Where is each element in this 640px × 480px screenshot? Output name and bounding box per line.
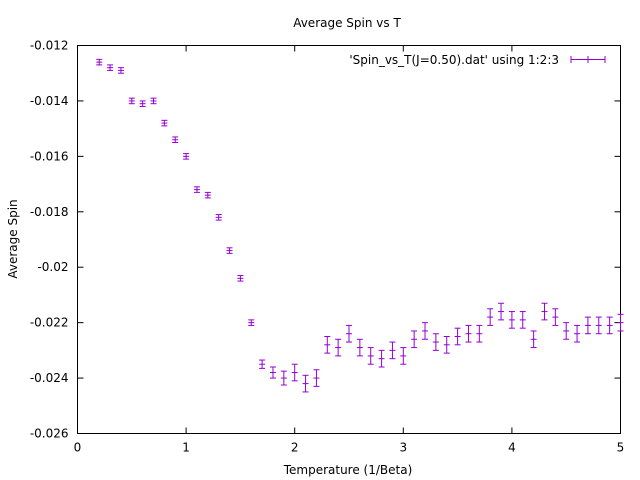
data-point	[367, 347, 374, 365]
data-point	[389, 341, 396, 360]
plot-frame	[77, 45, 621, 434]
x-tick-label: 5	[617, 441, 625, 455]
data-point	[96, 58, 103, 66]
data-point	[617, 313, 624, 332]
legend-label: 'Spin_vs_T(J=0.50).dat' using 1:2:3	[349, 53, 559, 67]
chart-title: Average Spin vs T	[293, 16, 401, 30]
legend: 'Spin_vs_T(J=0.50).dat' using 1:2:3	[349, 53, 606, 67]
data-point	[422, 322, 429, 340]
data-point	[606, 316, 613, 335]
y-tick-label: -0.014	[30, 94, 69, 108]
data-point	[454, 327, 461, 346]
x-tick-label: 4	[508, 441, 516, 455]
legend-key	[570, 56, 606, 63]
x-tick-label: 2	[291, 441, 299, 455]
data-point	[584, 316, 591, 335]
data-point	[324, 336, 331, 354]
data-point	[248, 319, 255, 326]
data-point	[107, 64, 114, 71]
y-tick-label: -0.024	[30, 371, 69, 385]
data-point	[117, 67, 124, 74]
data-point	[530, 330, 537, 349]
x-tick-label: 3	[399, 441, 407, 455]
data-point	[552, 308, 559, 326]
data-point	[487, 308, 494, 326]
x-tick-label: 0	[74, 441, 82, 455]
data-point	[215, 214, 222, 221]
y-axis-ticks: -0.026 -0.024 -0.022 -0.02 -0.018 -0.016 -0.01…	[30, 39, 621, 441]
data-point	[259, 359, 266, 369]
y-tick-label: -0.026	[30, 427, 69, 441]
data-point	[541, 302, 548, 321]
y-tick-label: -0.022	[30, 316, 69, 330]
data-point	[226, 247, 233, 254]
y-tick-label: -0.018	[30, 205, 69, 219]
data-point	[346, 324, 352, 343]
data-point	[432, 333, 439, 351]
data-point	[411, 330, 418, 349]
data-point	[498, 302, 505, 321]
y-tick-label: -0.02	[37, 260, 68, 274]
data-point	[161, 119, 168, 127]
data-point	[172, 136, 179, 143]
y-axis-label: Average Spin	[6, 199, 20, 278]
data-point	[269, 366, 276, 379]
data-point	[139, 100, 146, 107]
data-point	[313, 369, 320, 387]
data-point	[237, 275, 244, 282]
data-point	[595, 316, 602, 335]
data-point	[356, 338, 363, 357]
data-point	[291, 363, 298, 382]
data-point	[508, 311, 515, 329]
data-point	[465, 324, 472, 343]
data-point	[302, 374, 309, 393]
data-point	[128, 97, 135, 105]
data-point	[519, 311, 526, 329]
data-point	[574, 324, 581, 343]
data-point	[378, 349, 385, 368]
data-point	[476, 324, 483, 343]
y-tick-label: -0.016	[30, 149, 69, 163]
x-tick-label: 1	[182, 441, 190, 455]
data-point	[400, 347, 407, 365]
data-point	[183, 153, 190, 160]
data-point	[563, 322, 570, 340]
data-series-points	[96, 58, 624, 393]
data-point	[280, 370, 287, 386]
data-point	[204, 191, 211, 199]
data-point	[335, 338, 342, 357]
data-point	[150, 97, 157, 105]
data-point	[443, 336, 450, 354]
y-tick-label: -0.012	[30, 39, 69, 53]
x-axis-label: Temperature (1/Beta)	[283, 463, 413, 477]
x-axis-ticks: 0 1 2 3 4 5	[74, 45, 625, 455]
data-point	[193, 186, 200, 193]
